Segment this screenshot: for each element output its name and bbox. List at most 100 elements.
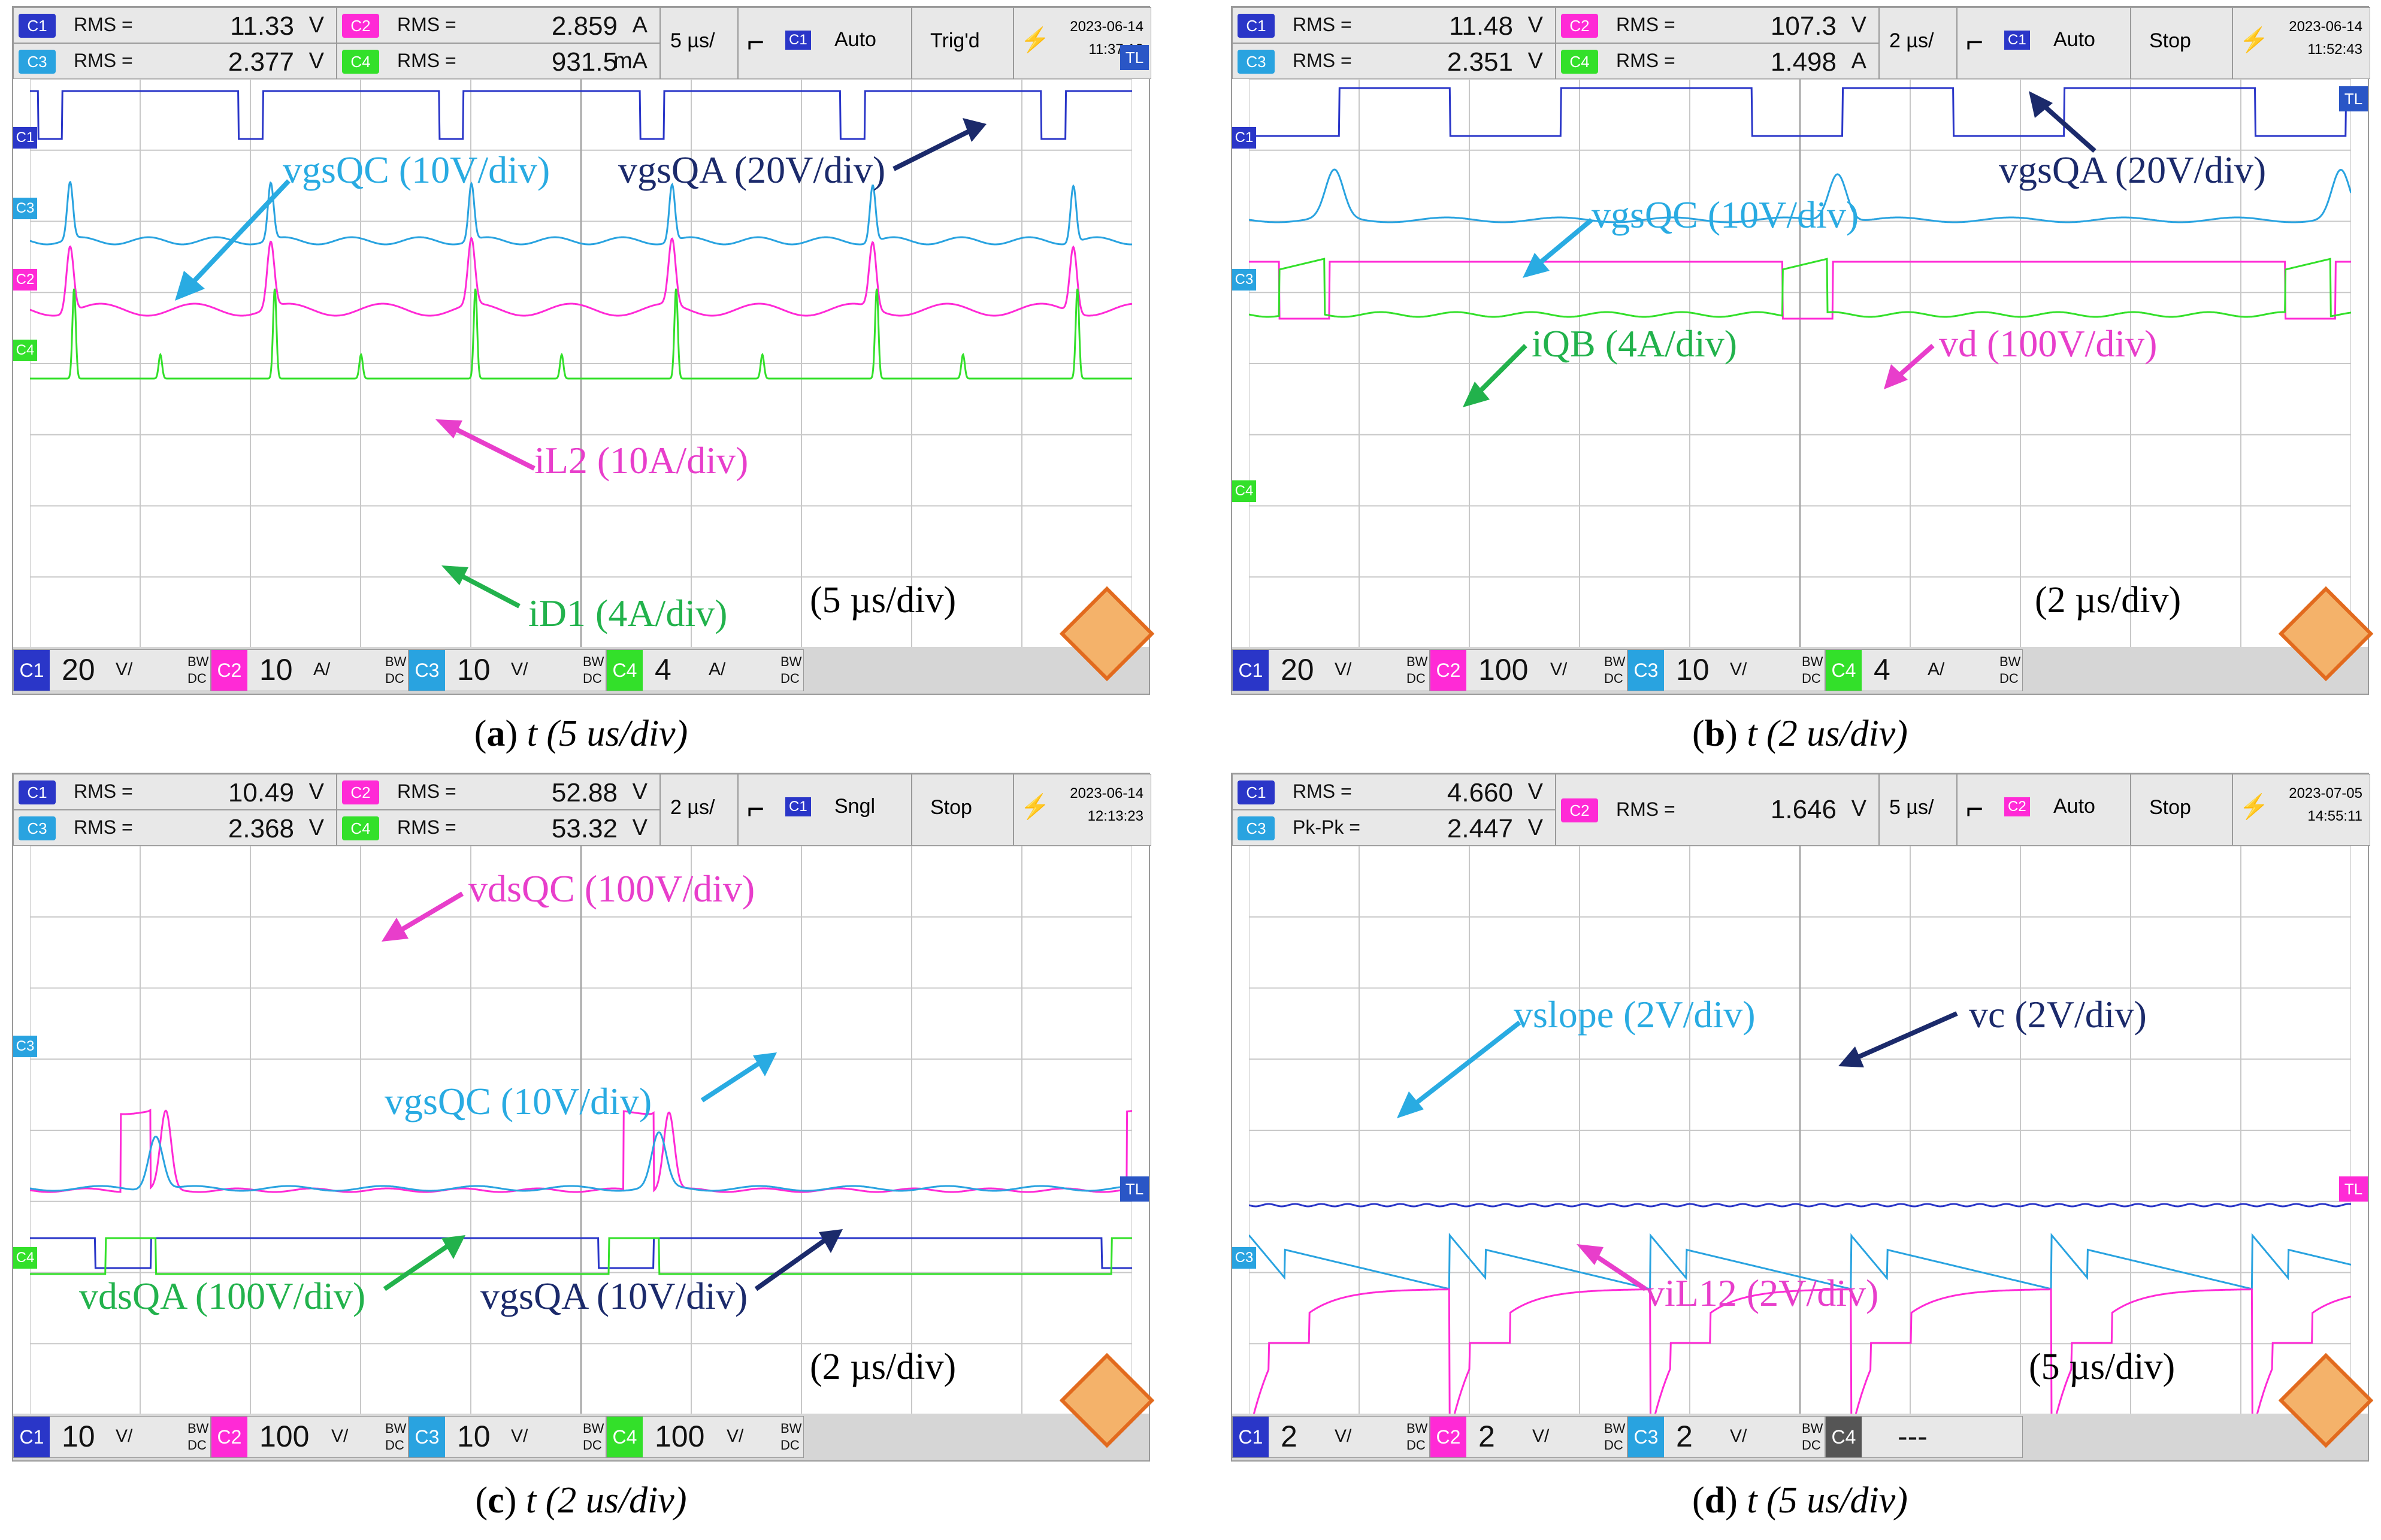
trigger-edge-icon: ⌐: [1966, 792, 1984, 825]
annotation: vgsQC (10V/div): [283, 149, 550, 191]
trigger-edge-icon: ⌐: [747, 25, 765, 59]
scope-screen: C1 RMS = 11.48 V C2 RMS = 107.3 V C3 RMS…: [1231, 6, 2374, 695]
ch-scale: C2 2 V/BW DC: [1430, 1416, 1627, 1458]
ch-scale: C4 ---: [1825, 1416, 2023, 1458]
datetime: ⚡ 2023-07-05 14:55:11: [2232, 774, 2370, 846]
meas-c3: C3 RMS = 2.368 V: [13, 810, 337, 846]
acq-status: Trig'd: [912, 7, 1013, 79]
ch-scale: C1 20 V/BW DC: [1232, 649, 1430, 691]
ch4-marker: C4: [1232, 480, 1256, 502]
panel-caption: (c) t (2 us/div): [475, 1480, 687, 1521]
meas-c1: C1 RMS = 10.49 V: [13, 774, 337, 810]
ch-scale: C2 100 V/BW DC: [211, 1416, 409, 1458]
acq-status: Stop: [2131, 7, 2232, 79]
ch3-marker: C3: [13, 1036, 37, 1057]
lightning-icon: ⚡: [2239, 27, 2269, 53]
ch-scale: C3 10 V/BW DC: [409, 649, 606, 691]
annotation: vdsQA (100V/div): [79, 1275, 366, 1317]
arrowhead: [1397, 1091, 1424, 1118]
meas-c2: C2 RMS = 2.859 A: [337, 7, 660, 43]
arrowhead: [1463, 382, 1490, 407]
lightning-icon: ⚡: [2239, 794, 2269, 820]
trigger-edge-icon: ⌐: [747, 792, 765, 825]
series-iQB: [1249, 258, 2351, 318]
annotation-arrows: [175, 118, 987, 609]
arrowhead: [753, 1052, 777, 1076]
waveform-plot: [30, 846, 1132, 1415]
panel-caption: (d) t (5 us/div): [1692, 1480, 1908, 1521]
annotation: vd (100V/div): [1939, 322, 2158, 365]
ch-scale: C2 100 V/BW DC: [1430, 649, 1627, 691]
timebase: 2 µs/: [660, 774, 738, 846]
trigger-level-marker: TL: [2339, 1176, 2368, 1202]
ch2-marker: C2: [13, 269, 37, 291]
scope-panel-c: C1 RMS = 10.49 V C2 RMS = 52.88 V C3 RMS…: [12, 773, 1155, 1521]
arrowhead: [1838, 1046, 1864, 1067]
arrow: [383, 1242, 452, 1291]
meas-c3: C3 RMS = 2.351 V: [1232, 43, 1556, 79]
waveform-plot: [1249, 79, 2351, 648]
meas-c4: C4 RMS = 1.498 A: [1556, 43, 1879, 79]
series-viL12: [1252, 1288, 2351, 1415]
timebase: 5 µs/: [660, 7, 738, 79]
time-div-label: (2 µs/div): [810, 1347, 957, 1387]
ch-scale: C1 2 V/BW DC: [1232, 1416, 1430, 1458]
trigger-channel: C1: [785, 31, 811, 50]
arrowhead: [175, 271, 205, 301]
arrow: [395, 891, 464, 935]
time-div-label: (5 µs/div): [810, 580, 957, 621]
arrow: [893, 128, 973, 171]
ch1-marker: C1: [1232, 127, 1256, 149]
annotation: vslope (2V/div): [1514, 993, 1756, 1036]
annotation: iL2 (10A/div): [534, 439, 749, 482]
ch-scale: C1 10 V/BW DC: [13, 1416, 211, 1458]
scope-footer: C1 10 V/BW DC C2 100 V/BW DC C3 10 V/BW DC C4 100 V…: [13, 1414, 1149, 1460]
arrowhead: [441, 565, 468, 585]
acq-status: Stop: [2131, 774, 2232, 846]
series-vgsQA: [30, 90, 1132, 140]
series-vc: [1249, 1203, 2351, 1208]
ch-scale: C3 2 V/BW DC: [1627, 1416, 1825, 1458]
channel-chip: C2: [342, 14, 379, 38]
arrow: [2039, 101, 2096, 153]
annotation: vdsQC (100V/div): [468, 867, 755, 910]
channel-chip: C4: [342, 50, 379, 74]
ch4-marker: C4: [13, 340, 37, 361]
series-iD1: [30, 288, 1132, 380]
ch-scale: C3 10 V/BW DC: [409, 1416, 606, 1458]
arrowhead: [382, 918, 409, 942]
annotation-arrows: [1397, 1011, 1958, 1291]
datetime: ⚡ 2023-06-14 12:13:23: [1013, 774, 1151, 846]
series-iL2: [30, 236, 1132, 317]
ch3-marker: C3: [13, 198, 37, 219]
series-vdsQA: [30, 1237, 1132, 1275]
timebase: 5 µs/: [1879, 774, 1957, 846]
trigger-setting: ⌐ C1 Sngl: [738, 774, 912, 846]
scope-header: C1 RMS = 11.48 V C2 RMS = 107.3 V C3 RMS…: [1232, 7, 2370, 79]
series-vgsQC: [1249, 168, 2351, 223]
trigger-level-marker: TL: [2339, 86, 2368, 111]
series-vslope: [1249, 1232, 2351, 1291]
panel-caption: (b) t (2 us/div): [1692, 713, 1908, 754]
arrow: [449, 424, 536, 471]
meas-c3: C3 RMS = 2.377 V: [13, 43, 337, 79]
scope-screen: C1 RMS = 11.33 V C2 RMS = 2.859 A C3 RMS…: [12, 6, 1155, 695]
arrow: [700, 1059, 764, 1103]
ch-scale: C1 20 V/BW DC: [13, 649, 211, 691]
lightning-icon: ⚡: [1020, 794, 1050, 820]
arrow: [185, 179, 291, 291]
annotation: vgsQA (10V/div): [480, 1275, 748, 1317]
arrowhead: [435, 419, 462, 438]
arrowhead: [1577, 1244, 1604, 1265]
arrow: [1895, 344, 1935, 379]
scope-panel-b: C1 RMS = 11.48 V C2 RMS = 107.3 V C3 RMS…: [1231, 6, 2374, 754]
arrow: [1536, 217, 1593, 267]
annotation: vc (2V/div): [1969, 993, 2147, 1036]
annotation-arrows: [1463, 91, 2096, 407]
meas-c1: C1 RMS = 11.48 V: [1232, 7, 1556, 43]
time-div-label: (2 µs/div): [2035, 580, 2182, 621]
ch-scale: C4 4 A/BW DC: [1825, 649, 2023, 691]
meas-c3: C3 Pk-Pk = 2.447 V: [1232, 810, 1556, 846]
ch-scale: C3 10 V/BW DC: [1627, 649, 1825, 691]
meas-c1: C1 RMS = 4.660 V: [1232, 774, 1556, 810]
